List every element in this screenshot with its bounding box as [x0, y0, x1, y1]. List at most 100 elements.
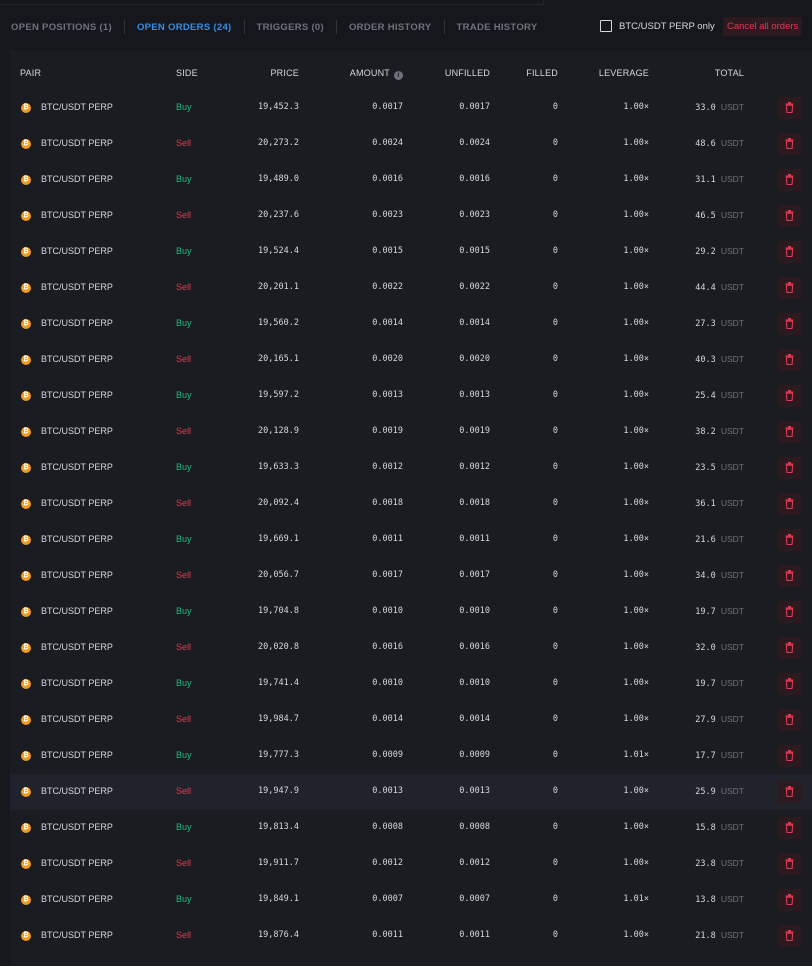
- cancel-order-button[interactable]: [778, 97, 801, 119]
- cancel-order-button[interactable]: [778, 817, 801, 839]
- cancel-order-button[interactable]: [778, 385, 801, 407]
- amount-cell: 0.0014: [372, 714, 403, 724]
- price-cell: 19,876.4: [258, 930, 299, 940]
- cancel-order-button[interactable]: [778, 205, 801, 227]
- cancel-order-button[interactable]: [778, 241, 801, 263]
- cancel-order-button[interactable]: [778, 493, 801, 515]
- price-cell: 19,849.1: [258, 894, 299, 904]
- side-cell: Sell: [176, 570, 192, 580]
- trash-icon: [785, 677, 794, 691]
- table-row[interactable]: ₿ BTC/USDT PERP Sell 20,201.1 0.0022 0.0022 0 1…: [10, 270, 812, 306]
- amount-cell: 0.0016: [372, 174, 403, 184]
- cancel-order-button[interactable]: [778, 565, 801, 587]
- tab-trade-history[interactable]: TRADE HISTORY: [456, 21, 538, 33]
- tab-order-history[interactable]: ORDER HISTORY: [348, 21, 432, 33]
- side-cell: Buy: [176, 102, 192, 112]
- tab-triggers[interactable]: TRIGGERS (0): [256, 21, 324, 33]
- table-row[interactable]: ₿ BTC/USDT PERP Sell 20,165.1 0.0020 0.0020 0 1…: [10, 342, 812, 378]
- price-cell: 20,128.9: [258, 426, 299, 436]
- total-cell: 40.3 USDT: [695, 354, 744, 365]
- cancel-order-button[interactable]: [778, 781, 801, 803]
- total-value: 21.6: [695, 535, 716, 545]
- column-header-leverage: LEVERAGE: [598, 68, 649, 78]
- tab-open-positions[interactable]: OPEN POSITIONS (1): [11, 21, 112, 33]
- table-row[interactable]: ₿ BTC/USDT PERP Buy 19,741.4 0.0010 0.0010 0 1.…: [10, 666, 812, 702]
- leverage-cell: 1.00×: [623, 642, 649, 652]
- cancel-order-button[interactable]: [778, 889, 801, 911]
- pair-filter-toggle[interactable]: BTC/USDT PERP only: [600, 20, 715, 32]
- total-cell: 27.3 USDT: [695, 318, 744, 329]
- cancel-order-button[interactable]: [778, 925, 801, 947]
- leverage-cell: 1.00×: [623, 246, 649, 256]
- table-row[interactable]: ₿ BTC/USDT PERP Buy 19,452.3 0.0017 0.0017 0 1.…: [10, 90, 812, 126]
- total-unit: USDT: [720, 750, 744, 760]
- table-row[interactable]: ₿ BTC/USDT PERP Buy 19,849.1 0.0007 0.0007 0 1.…: [10, 882, 812, 918]
- table-row[interactable]: ₿ BTC/USDT PERP Sell 19,947.9 0.0013 0.0013 0 1…: [10, 774, 812, 810]
- trash-icon: [785, 893, 794, 907]
- cancel-order-button[interactable]: [778, 745, 801, 767]
- cancel-order-button[interactable]: [778, 457, 801, 479]
- cancel-all-orders-button[interactable]: Cancel all orders: [723, 17, 803, 36]
- side-cell: Buy: [176, 462, 192, 472]
- table-row[interactable]: ₿ BTC/USDT PERP Buy 19,597.2 0.0013 0.0013 0 1.…: [10, 378, 812, 414]
- cancel-order-button[interactable]: [778, 601, 801, 623]
- pair-filter-checkbox[interactable]: [600, 20, 612, 32]
- cancel-order-button[interactable]: [778, 133, 801, 155]
- price-cell: 19,984.7: [258, 714, 299, 724]
- table-row[interactable]: ₿ BTC/USDT PERP Sell 20,128.9 0.0019 0.0019 0 1…: [10, 414, 812, 450]
- amount-cell: 0.0015: [372, 246, 403, 256]
- trash-icon: [785, 245, 794, 259]
- cancel-order-button[interactable]: [778, 637, 801, 659]
- column-header-filled: FILLED: [526, 68, 558, 78]
- cancel-order-button[interactable]: [778, 673, 801, 695]
- leverage-cell: 1.00×: [623, 174, 649, 184]
- table-row[interactable]: ₿ BTC/USDT PERP Sell 19,876.4 0.0011 0.0011 0 1…: [10, 918, 812, 954]
- pair-cell: BTC/USDT PERP: [41, 282, 113, 292]
- table-row[interactable]: ₿ BTC/USDT PERP Sell 20,273.2 0.0024 0.0024 0 1…: [10, 126, 812, 162]
- side-cell: Sell: [176, 930, 192, 940]
- cancel-order-button[interactable]: [778, 709, 801, 731]
- info-icon[interactable]: i: [394, 71, 403, 80]
- table-row[interactable]: ₿ BTC/USDT PERP Sell 19,911.7 0.0012 0.0012 0 1…: [10, 846, 812, 882]
- filled-cell: 0: [552, 678, 558, 688]
- table-row[interactable]: ₿ BTC/USDT PERP Buy 19,560.2 0.0014 0.0014 0 1.…: [10, 306, 812, 342]
- table-row[interactable]: ₿ BTC/USDT PERP Buy 19,633.3 0.0012 0.0012 0 1.…: [10, 450, 812, 486]
- leverage-cell: 1.00×: [623, 534, 649, 544]
- side-cell: Sell: [176, 282, 192, 292]
- bitcoin-icon: ₿: [21, 319, 31, 329]
- cancel-order-button[interactable]: [778, 349, 801, 371]
- cancel-order-button[interactable]: [778, 853, 801, 875]
- tab-open-orders[interactable]: OPEN ORDERS (24): [136, 21, 232, 33]
- total-cell: 46.5 USDT: [695, 210, 744, 221]
- trash-icon: [785, 425, 794, 439]
- table-row[interactable]: ₿ BTC/USDT PERP Buy 19,524.4 0.0015 0.0015 0 1.…: [10, 234, 812, 270]
- table-row[interactable]: ₿ BTC/USDT PERP Sell 20,092.4 0.0018 0.0018 0 1…: [10, 486, 812, 522]
- table-row[interactable]: ₿ BTC/USDT PERP Sell 20,020.8 0.0016 0.0016 0 1…: [10, 630, 812, 666]
- total-cell: 15.8 USDT: [695, 822, 744, 833]
- price-cell: 19,633.3: [258, 462, 299, 472]
- cancel-order-button[interactable]: [778, 277, 801, 299]
- table-row[interactable]: ₿ BTC/USDT PERP Sell 20,056.7 0.0017 0.0017 0 1…: [10, 558, 812, 594]
- total-unit: USDT: [720, 822, 744, 832]
- bitcoin-icon: ₿: [21, 391, 31, 401]
- unfilled-cell: 0.0020: [459, 354, 490, 364]
- table-row[interactable]: ₿ BTC/USDT PERP Buy 19,489.0 0.0016 0.0016 0 1.…: [10, 162, 812, 198]
- side-cell: Buy: [176, 822, 192, 832]
- unfilled-cell: 0.0012: [459, 462, 490, 472]
- side-cell: Buy: [176, 390, 192, 400]
- table-row[interactable]: ₿ BTC/USDT PERP Buy 19,813.4 0.0008 0.0008 0 1.…: [10, 810, 812, 846]
- table-row[interactable]: ₿ BTC/USDT PERP Sell 19,984.7 0.0014 0.0014 0 1…: [10, 702, 812, 738]
- cancel-order-button[interactable]: [778, 313, 801, 335]
- table-row[interactable]: ₿ BTC/USDT PERP Buy 19,669.1 0.0011 0.0011 0 1.…: [10, 522, 812, 558]
- filled-cell: 0: [552, 714, 558, 724]
- trash-icon: [785, 173, 794, 187]
- table-row[interactable]: ₿ BTC/USDT PERP Sell 20,237.6 0.0023 0.0023 0 1…: [10, 198, 812, 234]
- price-cell: 19,452.3: [258, 102, 299, 112]
- table-row[interactable]: ₿ BTC/USDT PERP Buy 19,777.3 0.0009 0.0009 0 1.…: [10, 738, 812, 774]
- cancel-order-button[interactable]: [778, 421, 801, 443]
- cancel-order-button[interactable]: [778, 169, 801, 191]
- table-header: PAIR SIDE PRICE AMOUNT i UNFILLED FILLED …: [10, 50, 812, 95]
- filled-cell: 0: [552, 210, 558, 220]
- cancel-order-button[interactable]: [778, 529, 801, 551]
- table-row[interactable]: ₿ BTC/USDT PERP Buy 19,704.8 0.0010 0.0010 0 1.…: [10, 594, 812, 630]
